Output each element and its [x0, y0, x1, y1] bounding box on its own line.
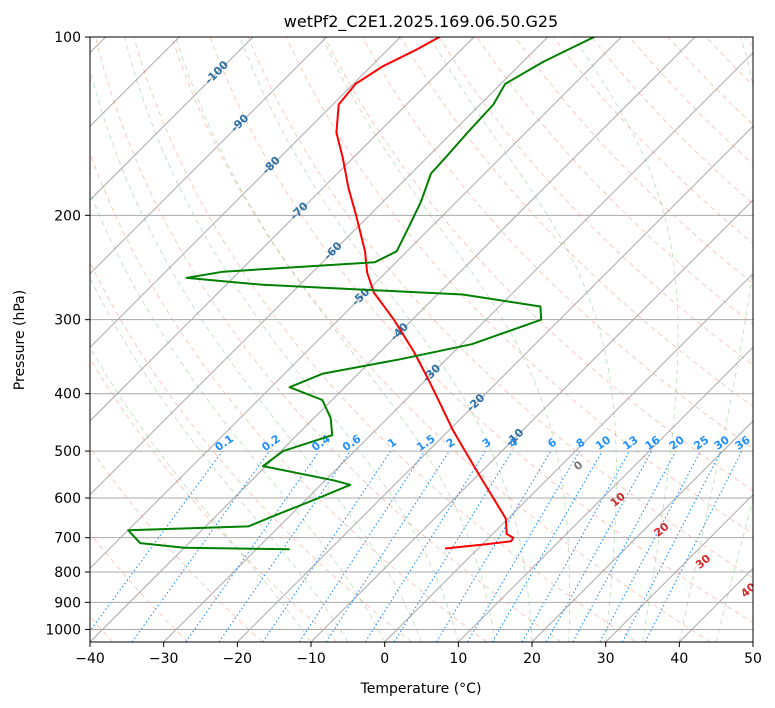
isotherm-line [90, 37, 622, 570]
x-tick-label: 20 [523, 651, 541, 667]
dry-adiabat-line [90, 532, 188, 642]
dry-adiabat-line [400, 37, 753, 407]
moist-adiabats [90, 37, 753, 642]
mixing-ratio-line [545, 450, 653, 642]
mixing-ratio-line [435, 450, 552, 642]
x-tick-label: 40 [670, 651, 688, 667]
moist-adiabat-line [239, 37, 533, 642]
pressure-gridlines [90, 37, 753, 630]
dry-adiabat-line [95, 37, 562, 642]
plot-frame [89, 36, 754, 643]
isotherm-line [384, 272, 753, 642]
y-tick-label: 700 [54, 531, 81, 547]
temperature-line [335, 37, 515, 550]
isotherm-line [163, 51, 753, 642]
x-tick-label: −30 [149, 651, 179, 667]
isotherm-line [90, 37, 696, 642]
dry-adiabat-line [247, 37, 753, 579]
x-tick-label: −20 [223, 651, 253, 667]
dewpoint-line [127, 37, 595, 551]
dry-adiabat-line [90, 152, 487, 642]
isotherm-line [531, 420, 753, 642]
y-tick-label: 900 [54, 595, 81, 611]
sounding-series [127, 37, 595, 551]
dry-adiabat-line [90, 261, 413, 642]
mixing-ratio-lines [90, 450, 743, 642]
isotherm-line [90, 37, 254, 201]
mixing-ratio-line [185, 450, 320, 642]
isotherm-line [605, 493, 753, 642]
y-tick-label: 300 [54, 313, 81, 329]
mixing-ratio-line [491, 450, 603, 642]
y-tick-label: 200 [54, 208, 81, 224]
x-tick-label: 30 [597, 651, 615, 667]
dry-adiabat-line [285, 37, 753, 535]
mixing-ratio-line [521, 450, 630, 642]
mixing-ratio-line [393, 450, 513, 642]
x-tick-label: −40 [75, 651, 105, 667]
x-tick-label: 0 [380, 651, 389, 667]
isotherm-line [457, 346, 753, 642]
isotherm-line [90, 37, 549, 496]
moist-adiabat-line [175, 37, 496, 642]
y-axis-ticks: 1000 900 800 700 600 500 400 300 200 100 [45, 30, 90, 638]
chart-title: wetPf2_C2E1.2025.169.06.50.G25 [284, 12, 558, 32]
moist-adiabat-line [321, 37, 570, 642]
y-tick-label: 800 [54, 565, 81, 581]
mixing-ratio-line [572, 450, 677, 642]
mixing-ratio-line [218, 450, 351, 642]
dry-adiabat-line [514, 37, 753, 285]
x-axis-label: Temperature (°C) [360, 681, 482, 697]
y-tick-label: 600 [54, 491, 81, 507]
moist-adiabat-line [90, 346, 312, 642]
x-tick-label: 50 [744, 651, 762, 667]
dry-adiabat-line [438, 37, 753, 366]
skewed-isotherms [90, 37, 753, 642]
moist-adiabat-line [429, 37, 617, 642]
isotherm-line [90, 37, 475, 422]
moist-adiabat-line [90, 68, 422, 642]
x-tick-label: 10 [449, 651, 467, 667]
mixing-ratio-line [325, 450, 450, 642]
dry-adiabat-line [133, 37, 637, 642]
dry-adiabat-line [209, 37, 753, 623]
y-tick-label: 1000 [45, 622, 81, 638]
y-axis-label: Pressure (hPa) [12, 290, 28, 390]
moist-adiabat-line [90, 190, 386, 642]
mixing-ratio-line [467, 450, 580, 642]
mixing-ratio-line [364, 450, 486, 642]
isotherm-line [236, 125, 753, 642]
moist-adiabat-line [573, 37, 679, 642]
dry-adiabat-line [90, 447, 263, 642]
x-axis-ticks: −40 −30 −20 −10 0 10 20 30 40 50 [75, 642, 762, 667]
isotherm-line [90, 37, 328, 275]
y-tick-label: 400 [54, 387, 81, 403]
y-tick-label: 500 [54, 444, 81, 460]
isotherm-line [90, 37, 401, 349]
moist-adiabat-line [90, 277, 349, 642]
y-tick-label: 100 [54, 30, 81, 46]
x-tick-label: −10 [296, 651, 326, 667]
dry-adiabats [90, 37, 753, 642]
dry-adiabat-line [90, 357, 338, 642]
dry-adiabat-line [171, 37, 711, 642]
moist-adiabat-line [124, 37, 459, 642]
